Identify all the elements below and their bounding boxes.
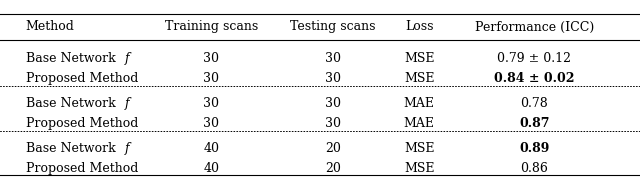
Text: 0.79 ± 0.12: 0.79 ± 0.12 — [497, 52, 572, 65]
Text: Base Network: Base Network — [26, 52, 119, 65]
Text: 20: 20 — [325, 142, 340, 155]
Text: f: f — [125, 52, 129, 65]
Text: 30: 30 — [325, 52, 341, 65]
Text: Proposed Method: Proposed Method — [26, 162, 138, 175]
Text: 0.87: 0.87 — [519, 117, 550, 130]
Text: Method: Method — [26, 21, 74, 33]
Text: 0.89: 0.89 — [519, 142, 550, 155]
Text: 30: 30 — [325, 117, 341, 130]
Text: MAE: MAE — [404, 117, 435, 130]
Text: MAE: MAE — [404, 97, 435, 110]
Text: Training scans: Training scans — [164, 21, 258, 33]
Text: 30: 30 — [325, 97, 341, 110]
Text: f: f — [125, 97, 129, 110]
Text: MSE: MSE — [404, 142, 435, 155]
Text: Proposed Method: Proposed Method — [26, 117, 138, 130]
Text: 30: 30 — [204, 117, 219, 130]
Text: f: f — [125, 142, 129, 155]
Text: 30: 30 — [325, 72, 341, 85]
Text: Loss: Loss — [405, 21, 433, 33]
Text: 40: 40 — [204, 162, 219, 175]
Text: MSE: MSE — [404, 162, 435, 175]
Text: MSE: MSE — [404, 52, 435, 65]
Text: 0.84 ± 0.02: 0.84 ± 0.02 — [494, 72, 575, 85]
Text: 30: 30 — [204, 72, 219, 85]
Text: 20: 20 — [325, 162, 340, 175]
Text: Testing scans: Testing scans — [290, 21, 376, 33]
Text: 30: 30 — [204, 97, 219, 110]
Text: Performance (ICC): Performance (ICC) — [475, 21, 594, 33]
Text: Base Network: Base Network — [26, 142, 119, 155]
Text: 0.86: 0.86 — [520, 162, 548, 175]
Text: 40: 40 — [204, 142, 219, 155]
Text: Proposed Method: Proposed Method — [26, 72, 138, 85]
Text: Base Network: Base Network — [26, 97, 119, 110]
Text: MSE: MSE — [404, 72, 435, 85]
Text: 30: 30 — [204, 52, 219, 65]
Text: 0.78: 0.78 — [520, 97, 548, 110]
